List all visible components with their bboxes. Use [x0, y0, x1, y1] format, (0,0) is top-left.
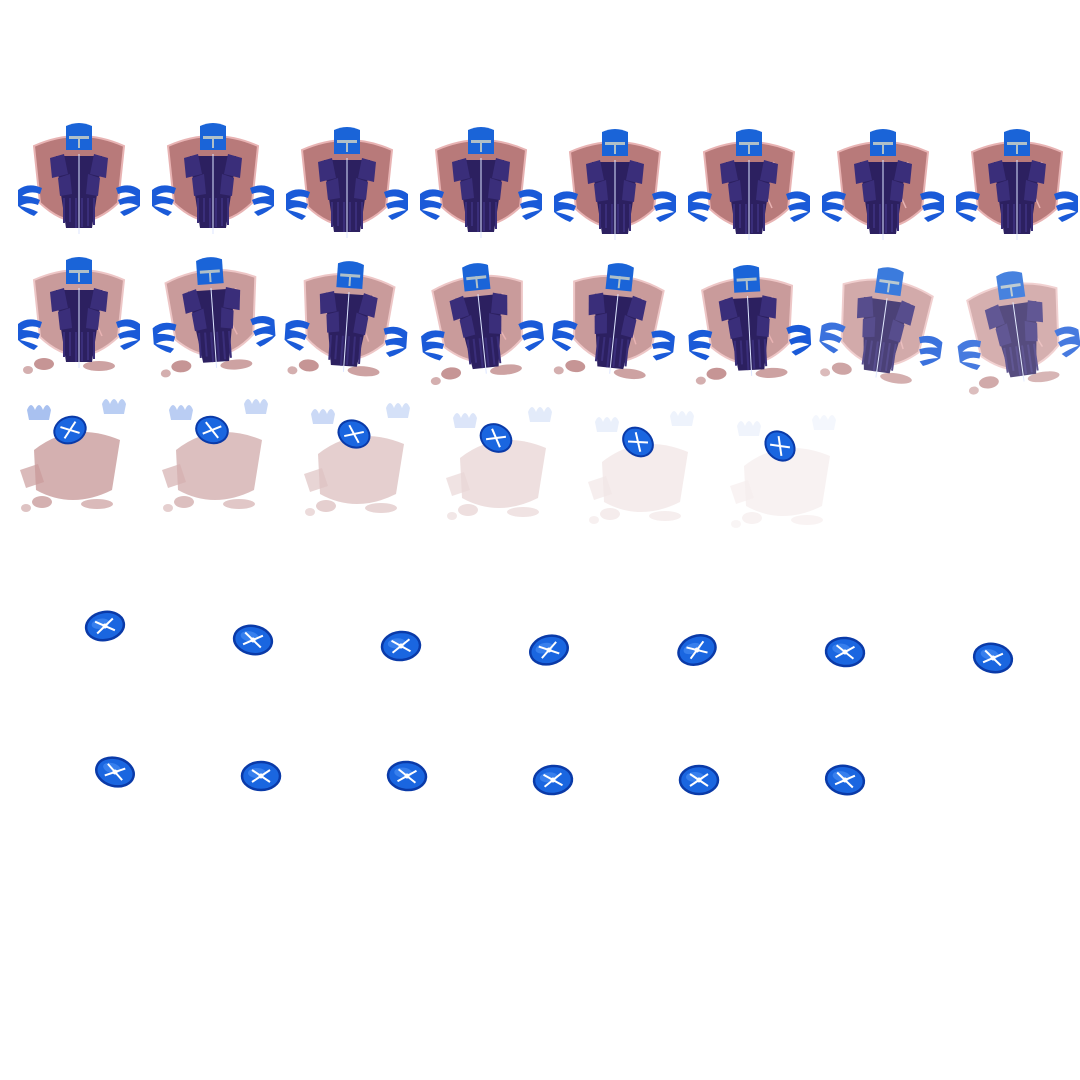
gem-sprite-1 [84, 610, 126, 642]
sprite-frame [580, 402, 710, 532]
gem-sprite-5 [678, 764, 720, 796]
sprite-frame [228, 620, 278, 660]
gem-sprite-1 [95, 756, 135, 788]
sprite-frame [296, 394, 426, 524]
sprite-frame [236, 756, 286, 796]
knight-sprite-4 [420, 127, 542, 238]
knight-sprite-3 [286, 127, 408, 238]
sprite-frame [952, 124, 1080, 254]
sprite-frame [550, 124, 680, 254]
sprite-frame [820, 760, 870, 800]
knight-sprite-6 [688, 129, 810, 240]
knight-sprite-7 [819, 267, 943, 384]
gem-sprite-5 [677, 634, 717, 666]
sprite-frame [14, 118, 144, 248]
knight-sprite-6 [688, 265, 812, 385]
sprite-frame [154, 390, 284, 520]
sprite-frame [820, 632, 870, 672]
knight-sprite-2 [152, 123, 274, 234]
gem-sprite-6 [824, 636, 866, 668]
sprite-frame [148, 118, 278, 248]
sprite-frame [438, 398, 568, 528]
knight-sprite-4 [446, 407, 552, 520]
sprite-frame [684, 260, 814, 390]
gem-sprite-3 [386, 760, 428, 792]
gem-sprite-2 [232, 624, 274, 656]
sprite-frame [722, 406, 852, 536]
sprite-frame [282, 256, 412, 386]
sprite-frame [952, 266, 1080, 396]
knight-sprite-1 [18, 123, 140, 234]
sprite-frame [416, 258, 546, 388]
knight-sprite-7 [822, 129, 944, 240]
knight-sprite-8 [957, 271, 1080, 395]
sprite-frame [550, 258, 680, 388]
knight-sprite-3 [304, 403, 410, 516]
sprite-frame [416, 122, 546, 252]
sprite-frame [968, 638, 1018, 678]
knight-sprite-2 [152, 257, 276, 378]
knight-sprite-5 [551, 263, 675, 380]
knight-sprite-8 [956, 129, 1078, 240]
gem-sprite-2 [240, 760, 282, 792]
sprite-frame [90, 752, 140, 792]
knight-sprite-3 [284, 261, 408, 377]
gem-sprite-4 [529, 634, 569, 666]
sprite-frame [382, 756, 432, 796]
knight-sprite-5 [588, 411, 694, 524]
gem-sprite-3 [380, 630, 422, 662]
gem-sprite-4 [532, 764, 574, 796]
sprite-frame [524, 630, 574, 670]
sprite-frame [672, 630, 722, 670]
knight-sprite-6 [730, 415, 836, 528]
sprite-frame [80, 606, 130, 646]
knight-sprite-1 [18, 257, 140, 374]
sprite-frame [674, 760, 724, 800]
sprite-frame [12, 390, 142, 520]
knight-sprite-2 [162, 399, 268, 512]
sprite-frame [376, 626, 426, 666]
sprite-frame [684, 124, 814, 254]
gem-sprite-7 [972, 642, 1014, 674]
knight-sprite-5 [554, 129, 676, 240]
sprite-frame [14, 252, 144, 382]
knight-sprite-1 [20, 399, 126, 512]
sprite-frame [528, 760, 578, 800]
sprite-frame [282, 122, 412, 252]
knight-sprite-4 [421, 263, 545, 386]
sprite-frame [818, 124, 948, 254]
gem-sprite-6 [824, 764, 866, 796]
sprite-frame [148, 252, 278, 382]
sprite-frame [818, 262, 948, 392]
